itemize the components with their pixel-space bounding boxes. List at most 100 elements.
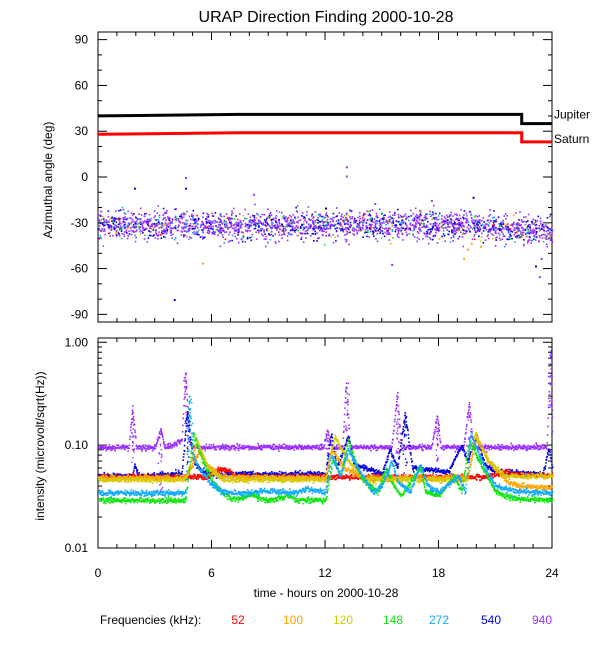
intensity-point xyxy=(312,449,314,451)
scatter-point xyxy=(508,232,510,234)
scatter-point xyxy=(375,230,377,232)
intensity-point xyxy=(186,373,187,374)
intensity-point xyxy=(186,423,188,425)
scatter-point xyxy=(407,218,409,220)
reference-label-saturn: Saturn xyxy=(554,132,589,146)
scatter-point xyxy=(479,228,481,230)
scatter-point xyxy=(439,223,441,225)
scatter-point xyxy=(398,217,400,219)
intensity-point xyxy=(139,472,141,474)
scatter-point xyxy=(529,231,531,233)
scatter-point xyxy=(415,226,417,228)
intensity-point xyxy=(468,438,469,439)
scatter-point xyxy=(525,236,527,238)
scatter-point xyxy=(238,222,240,224)
scatter-point xyxy=(366,225,368,227)
scatter-point xyxy=(339,212,341,214)
scatter-point xyxy=(195,232,197,234)
scatter-point xyxy=(419,216,421,218)
intensity-point xyxy=(463,444,465,446)
intensity-point xyxy=(466,445,467,446)
scatter-point xyxy=(417,237,419,239)
scatter-point xyxy=(178,224,180,226)
scatter-point xyxy=(426,218,428,220)
scatter-point xyxy=(364,232,366,234)
scatter-point xyxy=(166,210,168,212)
scatter-point xyxy=(487,236,489,238)
intensity-point xyxy=(138,448,140,450)
intensity-point xyxy=(329,448,331,450)
intensity-point xyxy=(363,470,365,472)
scatter-point xyxy=(375,226,377,228)
intensity-point xyxy=(255,446,257,448)
scatter-point xyxy=(340,215,342,217)
scatter-point xyxy=(250,217,252,219)
scatter-point xyxy=(272,222,274,224)
intensity-point xyxy=(436,474,437,475)
scatter-point xyxy=(309,225,311,227)
intensity-point xyxy=(182,467,184,469)
scatter-point xyxy=(514,232,516,234)
scatter-point xyxy=(514,241,516,243)
scatter-point xyxy=(171,237,173,239)
scatter-point xyxy=(476,223,478,225)
scatter-point xyxy=(487,220,489,222)
scatter-point xyxy=(353,234,355,236)
intensity-point xyxy=(132,411,133,412)
scatter-point xyxy=(459,236,461,238)
scatter-point xyxy=(502,238,504,240)
intensity-point xyxy=(397,410,398,411)
scatter-point xyxy=(485,227,487,229)
intensity-point xyxy=(288,448,290,450)
intensity-point xyxy=(342,445,344,447)
scatter-point xyxy=(345,239,347,241)
intensity-point xyxy=(397,430,398,431)
scatter-point xyxy=(330,221,332,223)
scatter-point xyxy=(209,222,211,224)
scatter-point xyxy=(127,238,129,240)
intensity-point xyxy=(397,448,398,449)
scatter-point xyxy=(464,210,466,212)
scatter-point xyxy=(114,217,116,219)
scatter-point xyxy=(281,212,283,214)
intensity-point xyxy=(134,448,135,449)
scatter-point xyxy=(499,228,501,230)
scatter-point xyxy=(188,225,190,227)
intensity-point xyxy=(274,448,276,450)
scatter-point xyxy=(140,223,142,225)
intensity-point xyxy=(370,450,372,452)
scatter-point xyxy=(342,226,344,228)
scatter-point xyxy=(186,227,188,229)
scatter-point xyxy=(172,234,174,236)
intensity-point xyxy=(103,445,105,447)
scatter-point xyxy=(425,235,427,237)
intensity-point xyxy=(141,450,143,452)
intensity-point xyxy=(118,444,120,446)
scatter-point xyxy=(342,217,344,219)
intensity-point xyxy=(168,443,170,445)
scatter-point xyxy=(207,214,209,216)
intensity-point xyxy=(396,398,398,400)
scatter-point xyxy=(157,212,159,214)
intensity-point xyxy=(438,423,440,425)
scatter-point xyxy=(302,233,304,235)
intensity-point xyxy=(348,425,350,427)
scatter-point xyxy=(135,224,137,226)
intensity-point xyxy=(548,376,549,377)
scatter-point xyxy=(362,225,364,227)
scatter-point xyxy=(394,214,396,216)
intensity-point xyxy=(366,467,368,469)
scatter-point xyxy=(318,226,320,228)
scatter-point xyxy=(308,223,310,225)
intensity-point xyxy=(392,439,394,441)
scatter-point xyxy=(494,232,496,234)
scatter-point xyxy=(467,249,469,251)
scatter-point xyxy=(281,234,283,236)
intensity-point xyxy=(348,383,349,384)
scatter-point xyxy=(287,226,289,228)
intensity-point xyxy=(159,437,161,439)
intensity-point xyxy=(396,407,397,408)
scatter-point xyxy=(463,230,465,232)
scatter-point xyxy=(322,230,324,232)
scatter-point xyxy=(371,224,373,226)
